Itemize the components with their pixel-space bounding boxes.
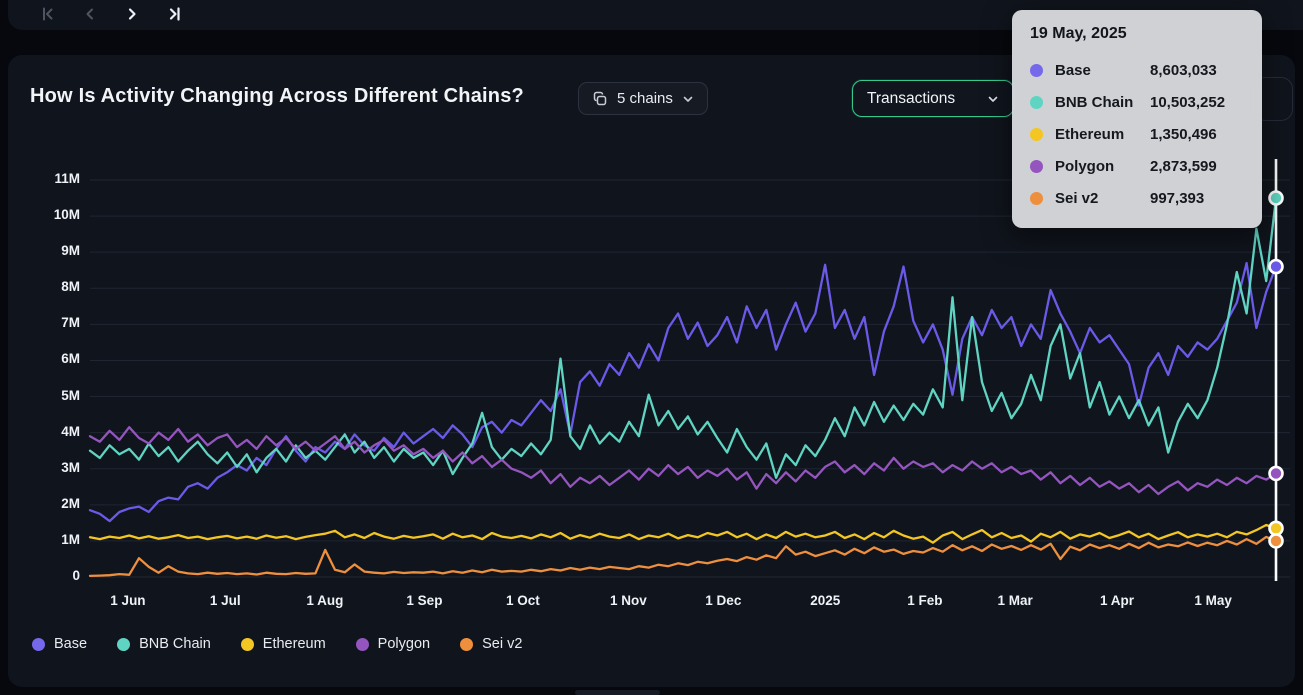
x-axis-tick: 1 Apr xyxy=(1072,593,1162,608)
tooltip-date: 19 May, 2025 xyxy=(1030,25,1244,43)
tooltip-row: Sei v2 997,393 xyxy=(1030,182,1244,214)
tooltip-series-value: 1,350,496 xyxy=(1150,126,1217,143)
legend-label: Polygon xyxy=(378,636,430,652)
endpoint-marker-polygon xyxy=(1270,467,1283,480)
series-line-ethereum xyxy=(90,525,1276,543)
polygon-color-dot xyxy=(1030,160,1043,173)
y-axis-tick: 9M xyxy=(8,243,80,258)
x-axis-tick: 1 Oct xyxy=(478,593,568,608)
chart-legend: Base BNB Chain Ethereum Polygon Sei v2 xyxy=(32,636,522,652)
below-card-element xyxy=(575,690,660,695)
y-axis-tick: 10M xyxy=(8,207,80,222)
tooltip-series-name: Sei v2 xyxy=(1055,190,1150,207)
tooltip-row: Polygon 2,873,599 xyxy=(1030,150,1244,182)
first-page-button[interactable] xyxy=(36,2,60,26)
ethereum-color-dot xyxy=(241,638,254,651)
tooltip-series-name: Polygon xyxy=(1055,158,1150,175)
endpoint-marker-base xyxy=(1270,260,1283,273)
last-page-icon xyxy=(165,5,183,23)
tooltip-series-value: 8,603,033 xyxy=(1150,62,1217,79)
bnb-chain-color-dot xyxy=(1030,96,1043,109)
tooltip-row: Ethereum 1,350,496 xyxy=(1030,118,1244,150)
endpoint-marker-sei-v2 xyxy=(1270,534,1283,547)
legend-item-bnb-chain[interactable]: BNB Chain xyxy=(117,636,211,652)
y-axis-tick: 8M xyxy=(8,279,80,294)
x-axis-tick: 1 Feb xyxy=(880,593,970,608)
legend-item-polygon[interactable]: Polygon xyxy=(356,636,430,652)
y-axis-tick: 5M xyxy=(8,388,80,403)
x-axis-tick: 1 May xyxy=(1168,593,1258,608)
series-line-bnb-chain xyxy=(90,198,1276,478)
sei-v2-color-dot xyxy=(460,638,473,651)
chevron-left-icon xyxy=(81,5,99,23)
legend-label: Ethereum xyxy=(263,636,326,652)
legend-label: Base xyxy=(54,636,87,652)
base-color-dot xyxy=(32,638,45,651)
x-axis-tick: 1 Sep xyxy=(379,593,469,608)
last-page-button[interactable] xyxy=(162,2,186,26)
tooltip-row: Base 8,603,033 xyxy=(1030,54,1244,86)
sei-v2-color-dot xyxy=(1030,192,1043,205)
x-axis-tick: 2025 xyxy=(780,593,870,608)
legend-label: Sei v2 xyxy=(482,636,522,652)
chart-tooltip: 19 May, 2025 Base 8,603,033 BNB Chain 10… xyxy=(1012,10,1262,228)
y-axis-tick: 2M xyxy=(8,496,80,511)
tooltip-series-value: 997,393 xyxy=(1150,190,1204,207)
x-axis-tick: 1 Jun xyxy=(83,593,173,608)
series-line-base xyxy=(90,263,1276,521)
next-page-button[interactable] xyxy=(120,2,144,26)
bnb-chain-color-dot xyxy=(117,638,130,651)
legend-item-base[interactable]: Base xyxy=(32,636,87,652)
x-axis-tick: 1 Jul xyxy=(180,593,270,608)
y-axis-tick: 11M xyxy=(8,171,80,186)
tooltip-row: BNB Chain 10,503,252 xyxy=(1030,86,1244,118)
ethereum-color-dot xyxy=(1030,128,1043,141)
x-axis-tick: 1 Mar xyxy=(970,593,1060,608)
y-axis-tick: 1M xyxy=(8,532,80,547)
tooltip-series-value: 2,873,599 xyxy=(1150,158,1217,175)
series-line-sei-v2 xyxy=(90,537,1276,576)
previous-page-button[interactable] xyxy=(78,2,102,26)
legend-item-sei-v2[interactable]: Sei v2 xyxy=(460,636,522,652)
tooltip-series-name: Base xyxy=(1055,62,1150,79)
tooltip-series-name: Ethereum xyxy=(1055,126,1150,143)
y-axis-tick: 3M xyxy=(8,460,80,475)
endpoint-marker-ethereum xyxy=(1270,522,1283,535)
legend-item-ethereum[interactable]: Ethereum xyxy=(241,636,326,652)
base-color-dot xyxy=(1030,64,1043,77)
endpoint-marker-bnb-chain xyxy=(1270,192,1283,205)
first-page-icon xyxy=(39,5,57,23)
tooltip-series-value: 10,503,252 xyxy=(1150,94,1225,111)
y-axis-tick: 7M xyxy=(8,315,80,330)
y-axis-tick: 0 xyxy=(8,568,80,583)
legend-label: BNB Chain xyxy=(139,636,211,652)
y-axis-tick: 6M xyxy=(8,351,80,366)
x-axis-tick: 1 Nov xyxy=(583,593,673,608)
x-axis-tick: 1 Aug xyxy=(280,593,370,608)
x-axis-tick: 1 Dec xyxy=(678,593,768,608)
tooltip-series-name: BNB Chain xyxy=(1055,94,1150,111)
polygon-color-dot xyxy=(356,638,369,651)
chevron-right-icon xyxy=(123,5,141,23)
y-axis-tick: 4M xyxy=(8,424,80,439)
